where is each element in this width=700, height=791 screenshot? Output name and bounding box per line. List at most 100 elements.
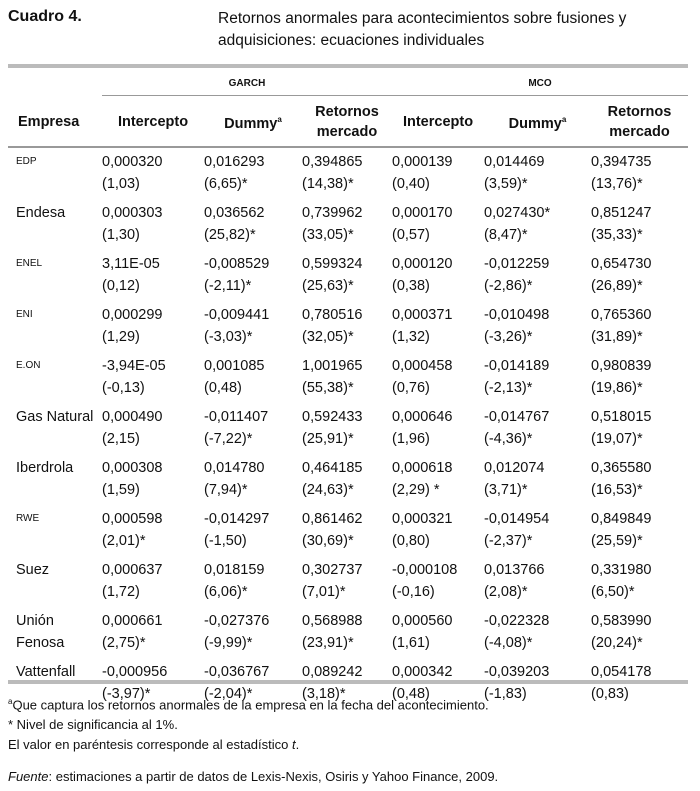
coefficient: 0,000120 [392, 256, 453, 272]
t-statistic: (6,50)* [591, 584, 635, 600]
coefficient: 0,592433 [302, 409, 363, 425]
t-statistic: (7,01)* [302, 584, 346, 600]
coefficient: -0,000956 [102, 664, 168, 680]
t-statistic: (25,63)* [302, 278, 354, 294]
coefficient: 0,014469 [484, 154, 545, 170]
value-cell: 0,394735 (13,76)* [591, 147, 688, 199]
t-statistic: (-2,04)* [204, 686, 253, 702]
coefficient: 0,014780 [204, 460, 265, 476]
coefficient: 0,027430* [484, 205, 551, 221]
table-row: E.ON -3,94E-05 (-0,13) 0,001085 (0,48) 1,0019… [8, 352, 688, 403]
t-statistic: (-3,97)* [102, 686, 151, 702]
t-statistic: (0,48) [204, 380, 242, 396]
coefficient: 0,849849 [591, 511, 652, 527]
coefficient: 0,000661 [102, 613, 163, 629]
table-title: Retornos anormales para acontecimientos … [218, 10, 627, 49]
t-statistic: (-2,13)* [484, 380, 533, 396]
value-cell: 0,302737 (7,01)* [302, 556, 392, 607]
value-cell: 0,365580 (16,53)* [591, 454, 688, 505]
company-name: Vattenfall [16, 664, 76, 680]
t-statistic: (33,05)* [302, 227, 354, 243]
results-table: Empresa Intercepto Dummya Retornos mercado I… [8, 98, 688, 709]
t-statistic: (1,32) [392, 329, 430, 345]
t-statistic: (0,83) [591, 686, 629, 702]
t-statistic: (2,29) * [392, 482, 440, 498]
value-cell: 0,000490 (2,15) [102, 403, 204, 454]
table-caption: Cuadro 4. [8, 8, 82, 25]
value-cell: -0,010498 (-3,26)* [484, 301, 591, 352]
coefficient: -0,014189 [484, 358, 550, 374]
source-note: Fuente: estimaciones a partir de datos d… [8, 767, 498, 787]
value-cell: 0,568988 (23,91)* [302, 607, 392, 658]
coefficient: 0,765360 [591, 307, 652, 323]
source-text: : estimaciones a partir de datos de Lexi… [48, 769, 499, 785]
coefficient: 0,780516 [302, 307, 363, 323]
value-cell: 0,036562 (25,82)* [204, 199, 302, 250]
table-row: ENEL 3,11E-05 (0,12) -0,008529 (-2,11)* 0,599… [8, 250, 688, 301]
coefficient: 0,654730 [591, 256, 652, 272]
value-cell: 0,980839 (19,86)* [591, 352, 688, 403]
value-cell: 0,000637 (1,72) [102, 556, 204, 607]
value-cell: 0,000560 (1,61) [392, 607, 484, 658]
t-statistic: (-1,83) [484, 686, 527, 702]
footnote-paren: El valor en paréntesis corresponde al es… [8, 735, 498, 755]
t-statistic: (2,15) [102, 431, 140, 447]
value-cell: -0,000956 (-3,97)* [102, 658, 204, 709]
table-row: Gas Natural 0,000490 (2,15) -0,011407 (-7,22… [8, 403, 688, 454]
table-row: Suez 0,000637 (1,72) 0,018159 (6,06)* 0,30273… [8, 556, 688, 607]
t-statistic: (0,40) [392, 176, 430, 192]
value-cell: 0,014469 (3,59)* [484, 147, 591, 199]
column-header: Dummya [204, 98, 302, 147]
coefficient: 0,000458 [392, 358, 453, 374]
group-garch: GARCH [228, 78, 266, 89]
coefficient: 0,089242 [302, 664, 363, 680]
coefficient: -0,014954 [484, 511, 550, 527]
coefficient: 0,000618 [392, 460, 453, 476]
footnote-end: . [295, 737, 300, 753]
company-name: EDP [16, 156, 37, 167]
coefficient: -0,000108 [392, 562, 458, 578]
t-statistic: (-1,50) [204, 533, 247, 549]
t-statistic: (2,75)* [102, 635, 146, 651]
value-cell: -0,036767 (-2,04)* [204, 658, 302, 709]
value-cell: 0,518015 (19,07)* [591, 403, 688, 454]
t-statistic: (1,96) [392, 431, 430, 447]
footnote-a: aQue captura los retornos anormales de l… [8, 692, 498, 715]
value-cell: 0,000598 (2,01)* [102, 505, 204, 556]
company-name: E.ON [16, 360, 41, 371]
t-statistic: (14,38)* [302, 176, 354, 192]
t-statistic: (55,38)* [302, 380, 354, 396]
t-statistic: (25,59)* [591, 533, 643, 549]
footnote-t: t [292, 737, 296, 753]
coefficient: 0,000170 [392, 205, 453, 221]
value-cell: 0,001085 (0,48) [204, 352, 302, 403]
bottom-rule [8, 680, 688, 684]
value-cell: 0,331980 (6,50)* [591, 556, 688, 607]
value-cell: 0,000120 (0,38) [392, 250, 484, 301]
t-statistic: (-0,13) [102, 380, 145, 396]
column-header: Intercepto [102, 98, 204, 147]
t-statistic: (3,71)* [484, 482, 528, 498]
table-row: Vattenfall -0,000956 (-3,97)* -0,036767 (-2,… [8, 658, 688, 709]
coefficient: 0,000299 [102, 307, 163, 323]
coefficient: 0,302737 [302, 562, 363, 578]
value-cell: 0,780516 (32,05)* [302, 301, 392, 352]
value-cell: -0,014297 (-1,50) [204, 505, 302, 556]
coefficient: 0,036562 [204, 205, 265, 221]
t-statistic: (30,69)* [302, 533, 354, 549]
company-name: ENI [16, 309, 33, 320]
coefficient: 0,016293 [204, 154, 265, 170]
coefficient: 0,000560 [392, 613, 453, 629]
value-cell: 0,013766 (2,08)* [484, 556, 591, 607]
company-name: Suez [16, 562, 50, 578]
coefficient: -0,014297 [204, 511, 270, 527]
column-header: Retornos mercado [591, 98, 688, 147]
t-statistic: (3,59)* [484, 176, 528, 192]
column-header-label: Retornos mercado [607, 104, 672, 140]
footnote-star: * Nivel de significancia al 1%. [8, 717, 178, 733]
coefficient: 0,980839 [591, 358, 652, 374]
table-row: RWE 0,000598 (2,01)* -0,014297 (-1,50) 0,8614… [8, 505, 688, 556]
t-statistic: (20,24)* [591, 635, 643, 651]
value-cell: -0,022328 (-4,08)* [484, 607, 591, 658]
coefficient: 0,861462 [302, 511, 363, 527]
